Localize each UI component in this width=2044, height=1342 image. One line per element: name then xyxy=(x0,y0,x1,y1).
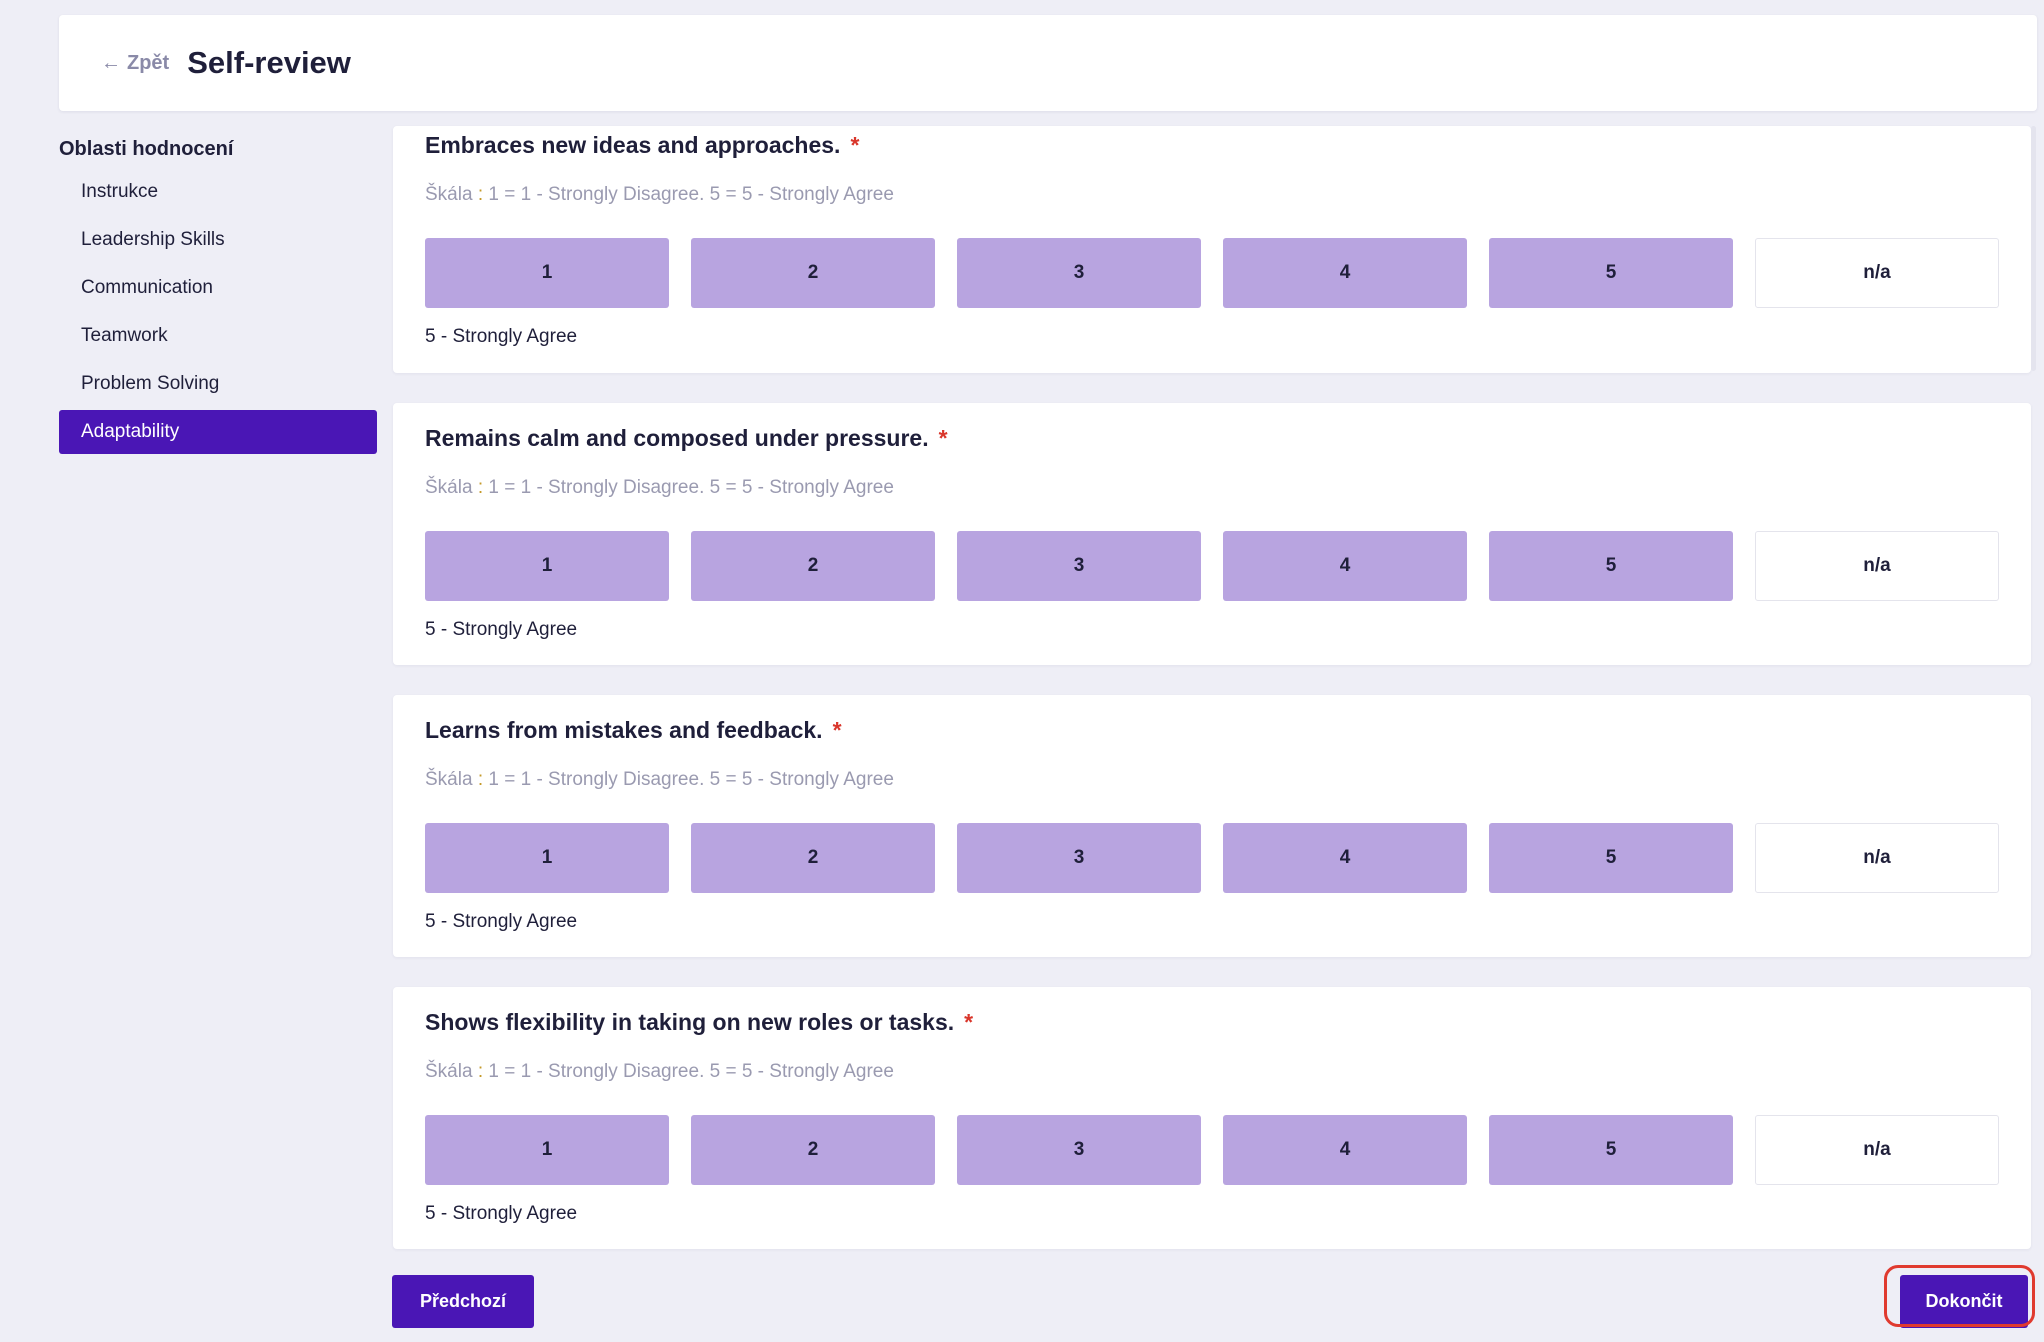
rating-option-5[interactable]: 5 xyxy=(1489,823,1733,893)
rating-option-2[interactable]: 2 xyxy=(691,238,935,308)
rating-options: 1 2 3 4 5 n/a xyxy=(425,823,1999,893)
scale-colon: : xyxy=(477,477,484,498)
question-title: Embraces new ideas and approaches. * xyxy=(425,132,859,159)
scale-description: Škála : 1 = 1 - Strongly Disagree. 5 = 5… xyxy=(425,477,894,499)
sidebar-item-leadership-skills[interactable]: Leadership Skills xyxy=(81,229,225,250)
selected-answer: 5 - Strongly Agree xyxy=(425,619,578,640)
rating-option-4[interactable]: 4 xyxy=(1223,1115,1467,1185)
rating-options: 1 2 3 4 5 n/a xyxy=(425,531,1999,601)
scale-prefix: Škála xyxy=(425,477,473,498)
rating-options: 1 2 3 4 5 n/a xyxy=(425,238,1999,308)
selected-answer: 5 - Strongly Agree xyxy=(425,1203,578,1224)
rating-option-na[interactable]: n/a xyxy=(1755,1115,1999,1185)
rating-option-3[interactable]: 3 xyxy=(957,1115,1201,1185)
scale-prefix: Škála xyxy=(425,1061,473,1082)
scale-colon: : xyxy=(477,769,484,790)
question-title: Remains calm and composed under pressure… xyxy=(425,425,948,452)
question-card: Shows flexibility in taking on new roles… xyxy=(393,987,2031,1249)
rating-option-na[interactable]: n/a xyxy=(1755,823,1999,893)
sidebar-heading: Oblasti hodnocení xyxy=(59,138,234,160)
scale-text: 1 = 1 - Strongly Disagree. 5 = 5 - Stron… xyxy=(488,184,894,205)
scale-colon: : xyxy=(477,184,484,205)
required-marker: * xyxy=(850,132,860,158)
rating-option-na[interactable]: n/a xyxy=(1755,238,1999,308)
scale-text: 1 = 1 - Strongly Disagree. 5 = 5 - Stron… xyxy=(488,1061,894,1082)
question-text: Learns from mistakes and feedback. xyxy=(425,717,823,743)
sidebar: Oblasti hodnocení Instrukce Leadership S… xyxy=(59,132,377,454)
rating-option-5[interactable]: 5 xyxy=(1489,238,1733,308)
rating-option-1[interactable]: 1 xyxy=(425,1115,669,1185)
rating-options: 1 2 3 4 5 n/a xyxy=(425,1115,1999,1185)
scale-description: Škála : 1 = 1 - Strongly Disagree. 5 = 5… xyxy=(425,184,894,206)
rating-option-4[interactable]: 4 xyxy=(1223,531,1467,601)
rating-option-4[interactable]: 4 xyxy=(1223,238,1467,308)
selected-answer: 5 - Strongly Agree xyxy=(425,911,578,932)
scale-colon: : xyxy=(477,1061,484,1082)
scale-text: 1 = 1 - Strongly Disagree. 5 = 5 - Stron… xyxy=(488,477,894,498)
previous-button[interactable]: Předchozí xyxy=(392,1275,534,1328)
question-title: Shows flexibility in taking on new roles… xyxy=(425,1009,973,1036)
question-card: Learns from mistakes and feedback. * Škál… xyxy=(393,695,2031,957)
sidebar-item-teamwork[interactable]: Teamwork xyxy=(81,325,168,346)
finish-button[interactable]: Dokončit xyxy=(1900,1275,2028,1328)
rating-option-3[interactable]: 3 xyxy=(957,238,1201,308)
question-text: Embraces new ideas and approaches. xyxy=(425,132,841,158)
rating-option-2[interactable]: 2 xyxy=(691,823,935,893)
rating-option-1[interactable]: 1 xyxy=(425,238,669,308)
scale-description: Škála : 1 = 1 - Strongly Disagree. 5 = 5… xyxy=(425,769,894,791)
scale-description: Škála : 1 = 1 - Strongly Disagree. 5 = 5… xyxy=(425,1061,894,1083)
question-text: Remains calm and composed under pressure… xyxy=(425,425,929,451)
scrollbar-thumb[interactable] xyxy=(2031,126,2036,371)
scale-text: 1 = 1 - Strongly Disagree. 5 = 5 - Stron… xyxy=(488,769,894,790)
rating-option-3[interactable]: 3 xyxy=(957,531,1201,601)
page-title: Self-review xyxy=(187,45,351,80)
question-card: Embraces new ideas and approaches. * Škál… xyxy=(393,126,2031,373)
rating-option-1[interactable]: 1 xyxy=(425,823,669,893)
selected-answer: 5 - Strongly Agree xyxy=(425,326,578,347)
sidebar-item-problem-solving[interactable]: Problem Solving xyxy=(81,373,220,394)
sidebar-item-adaptability[interactable]: Adaptability xyxy=(59,410,377,454)
scale-prefix: Škála xyxy=(425,769,473,790)
required-marker: * xyxy=(938,425,948,451)
question-card: Remains calm and composed under pressure… xyxy=(393,403,2031,665)
scale-prefix: Škála xyxy=(425,184,473,205)
required-marker: * xyxy=(832,717,842,743)
rating-option-2[interactable]: 2 xyxy=(691,1115,935,1185)
rating-option-5[interactable]: 5 xyxy=(1489,531,1733,601)
rating-option-2[interactable]: 2 xyxy=(691,531,935,601)
question-title: Learns from mistakes and feedback. * xyxy=(425,717,842,744)
rating-option-3[interactable]: 3 xyxy=(957,823,1201,893)
arrow-left-icon: ← xyxy=(101,51,121,74)
sidebar-item-communication[interactable]: Communication xyxy=(81,277,213,298)
page-header: ← Zpět Self-review xyxy=(59,15,2037,111)
back-label: Zpět xyxy=(127,51,170,74)
required-marker: * xyxy=(964,1009,974,1035)
rating-option-5[interactable]: 5 xyxy=(1489,1115,1733,1185)
back-link[interactable]: ← Zpět xyxy=(101,52,169,75)
rating-option-na[interactable]: n/a xyxy=(1755,531,1999,601)
rating-option-4[interactable]: 4 xyxy=(1223,823,1467,893)
question-text: Shows flexibility in taking on new roles… xyxy=(425,1009,955,1035)
sidebar-item-instrukce[interactable]: Instrukce xyxy=(81,181,159,202)
rating-option-1[interactable]: 1 xyxy=(425,531,669,601)
